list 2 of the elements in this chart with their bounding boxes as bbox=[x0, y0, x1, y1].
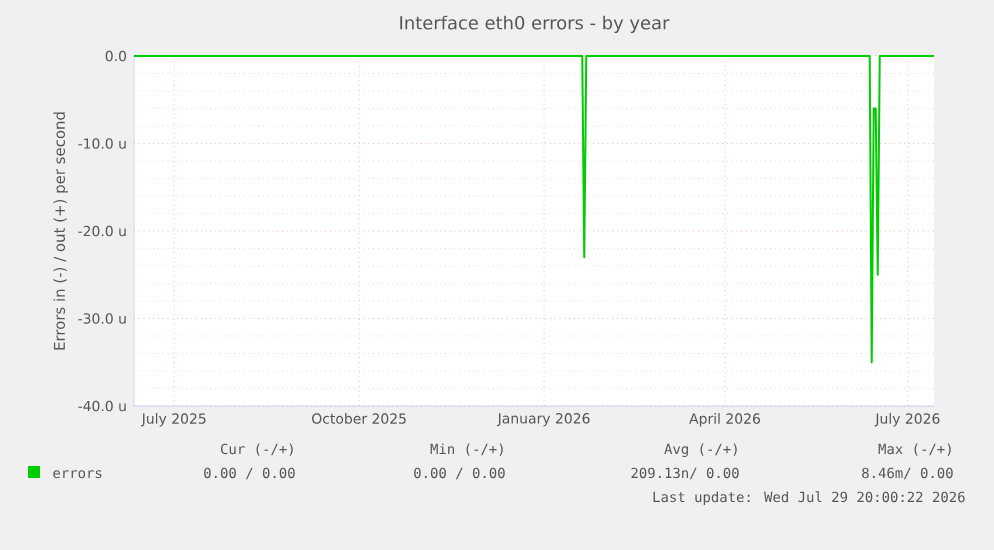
line-series bbox=[133, 54, 936, 364]
chart-title: Interface eth0 errors - by year bbox=[400, 15, 670, 33]
